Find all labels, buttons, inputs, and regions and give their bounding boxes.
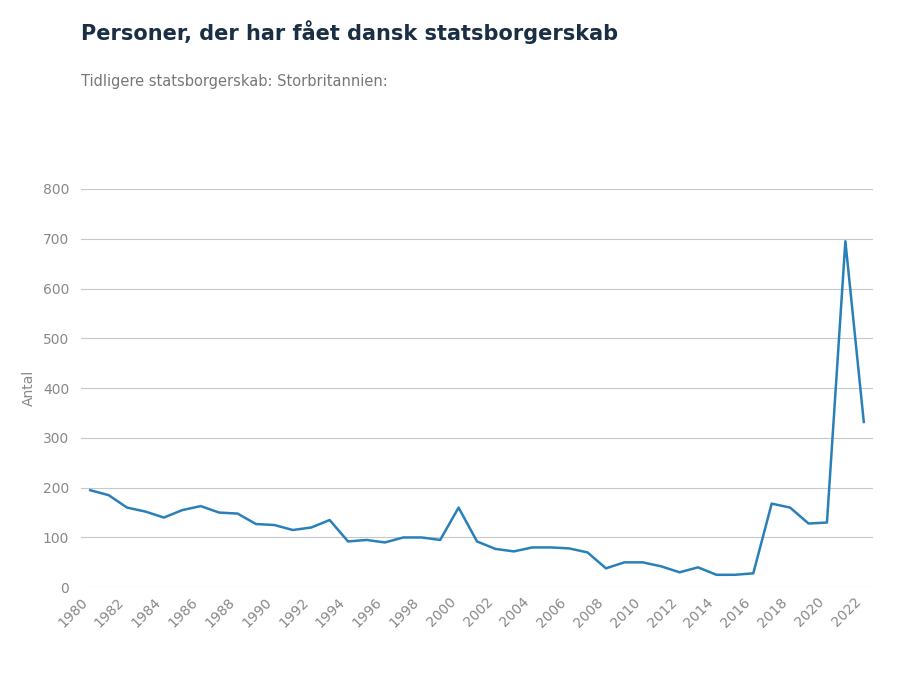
Text: Tidligere statsborgerskab: Storbritannien:: Tidligere statsborgerskab: Storbritannie… <box>81 74 388 89</box>
Text: Personer, der har fået dansk statsborgerskab: Personer, der har fået dansk statsborger… <box>81 20 618 44</box>
Y-axis label: Antal: Antal <box>22 370 36 406</box>
